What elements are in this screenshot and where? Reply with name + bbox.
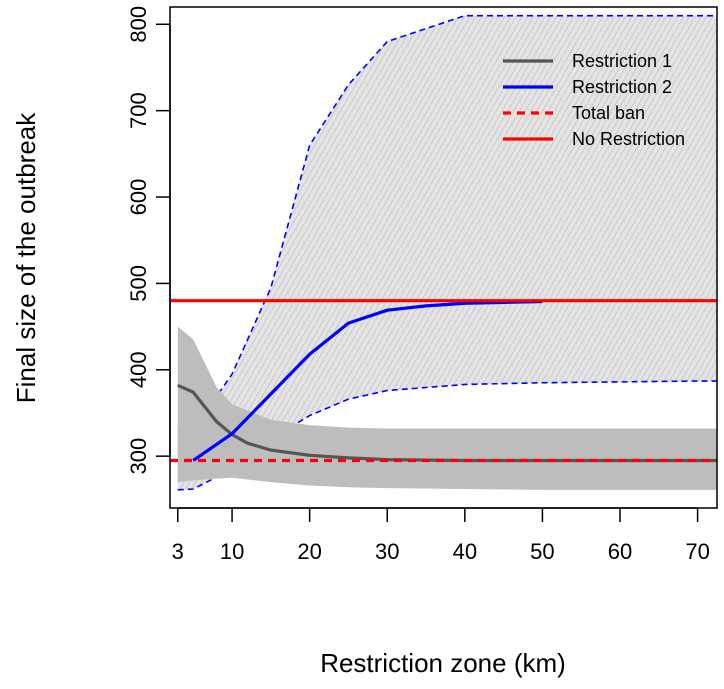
legend-label-restriction-1: Restriction 1 (572, 51, 672, 71)
legend-label-total-ban: Total ban (572, 103, 645, 123)
x-tick-label: 30 (375, 539, 399, 564)
legend: Restriction 1 Restriction 2 Total ban No Re… (503, 51, 685, 149)
y-tick-label: 800 (126, 6, 151, 43)
y-tick-label: 500 (126, 265, 151, 302)
x-tick-label: 40 (453, 539, 477, 564)
y-tick-label: 600 (126, 179, 151, 216)
x-tick-label: 20 (297, 539, 321, 564)
y-axis: 300 400 500 600 700 800 (126, 6, 171, 475)
legend-label-no-restriction: No Restriction (572, 129, 685, 149)
y-tick-label: 400 (126, 351, 151, 388)
band-restriction-2 (177, 15, 717, 490)
band-upper-restriction-2 (177, 14, 717, 432)
x-tick-label: 10 (220, 539, 244, 564)
x-tick-label: 60 (608, 539, 632, 564)
band-restriction-1 (177, 326, 717, 490)
x-tick-label: 3 (172, 539, 184, 564)
x-tick-label: 50 (530, 539, 554, 564)
y-tick-label: 700 (126, 92, 151, 129)
x-tick-label: 70 (685, 539, 709, 564)
y-axis-title: Final size of the outbreak (11, 112, 41, 403)
legend-label-restriction-2: Restriction 2 (572, 77, 672, 97)
plot-area (170, 14, 717, 491)
x-axis-title: Restriction zone (km) (320, 648, 566, 678)
series-line-restriction-2 (192, 299, 543, 462)
y-tick-label: 300 (126, 438, 151, 475)
x-axis: 3 10 20 30 40 50 60 70 (172, 507, 710, 564)
